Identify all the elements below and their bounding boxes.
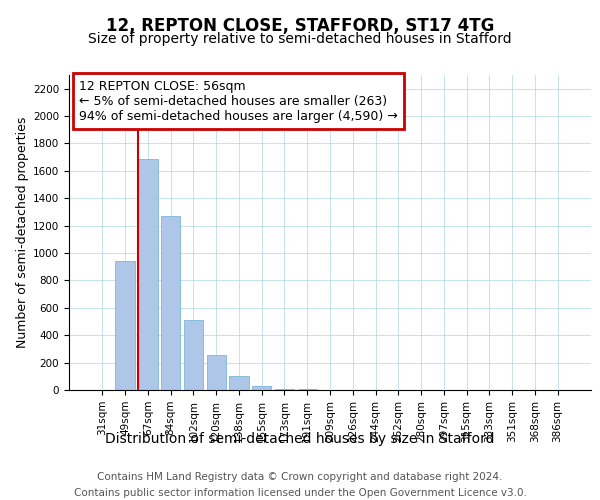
Text: 12 REPTON CLOSE: 56sqm
← 5% of semi-detached houses are smaller (263)
94% of sem: 12 REPTON CLOSE: 56sqm ← 5% of semi-deta… (79, 80, 398, 122)
Text: Size of property relative to semi-detached houses in Stafford: Size of property relative to semi-detach… (88, 32, 512, 46)
Bar (275, 388, 294, 390)
Y-axis label: Number of semi-detached properties: Number of semi-detached properties (16, 117, 29, 348)
Text: Contains HM Land Registry data © Crown copyright and database right 2024.: Contains HM Land Registry data © Crown c… (97, 472, 503, 482)
Bar (138, 158, 158, 390)
Text: Distribution of semi-detached houses by size in Stafford: Distribution of semi-detached houses by … (105, 432, 495, 446)
Bar (115, 262, 135, 390)
Bar (161, 216, 181, 390)
Text: 12, REPTON CLOSE, STAFFORD, ST17 4TG: 12, REPTON CLOSE, STAFFORD, ST17 4TG (106, 18, 494, 36)
Bar (252, 386, 271, 390)
Bar (229, 376, 248, 390)
Text: Contains public sector information licensed under the Open Government Licence v3: Contains public sector information licen… (74, 488, 526, 498)
Bar (184, 320, 203, 390)
Bar (206, 355, 226, 390)
